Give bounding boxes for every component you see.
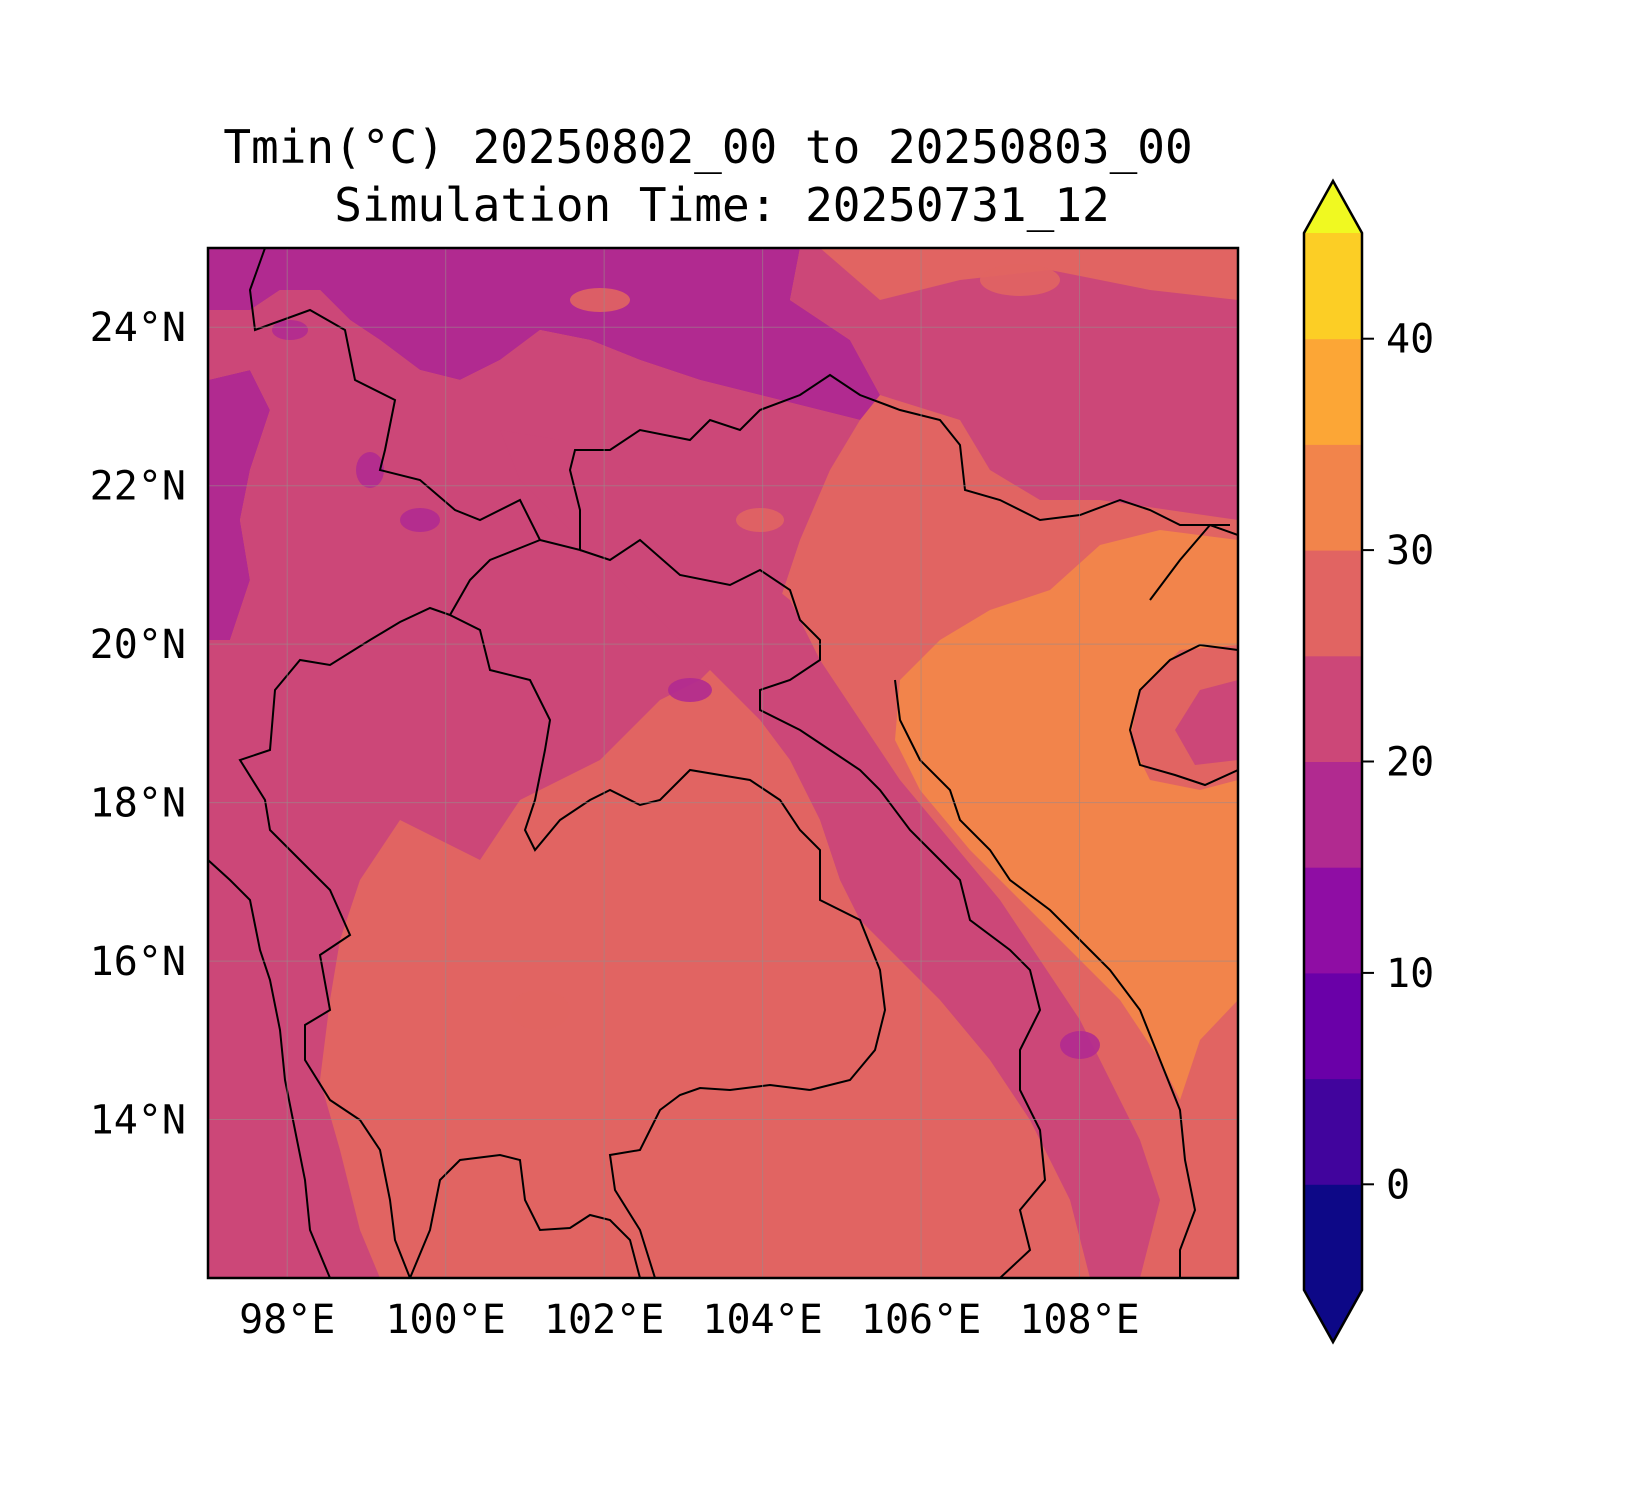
- region-fill-gulf-of-tonkin: [895, 530, 1238, 1100]
- lat-tick-label: 16°N: [90, 939, 186, 985]
- lon-tick-label: 108°E: [1019, 1297, 1139, 1343]
- lat-tick-label: 22°N: [90, 464, 186, 510]
- lon-tick-label: 104°E: [702, 1297, 822, 1343]
- colorbar-bin: [1304, 444, 1362, 551]
- colorbar-bin: [1304, 338, 1362, 445]
- lon-tick-label: 102°E: [544, 1297, 664, 1343]
- colorbar-bin: [1304, 867, 1362, 974]
- region-fill-hainan-core: [1175, 680, 1238, 765]
- colorbar: 0 10 20 30 40: [1302, 178, 1434, 1345]
- lon-tick-label: 100°E: [385, 1297, 505, 1343]
- colorbar-tick-label: 40: [1386, 317, 1434, 363]
- colorbar-bin: [1304, 1184, 1362, 1291]
- lat-tick-label: 24°N: [90, 305, 186, 351]
- colorbar-tick-label: 20: [1386, 740, 1434, 786]
- lat-tick-label: 18°N: [90, 781, 186, 827]
- title-line-1: Tmin(°C) 20250802_00 to 20250803_00: [223, 120, 1192, 174]
- lat-tick-label: 20°N: [90, 622, 186, 668]
- colorbar-bin: [1304, 550, 1362, 657]
- region-fill-laos-highlands: [500, 430, 1160, 1278]
- gridlines: [208, 248, 1238, 1278]
- region-fill-northern-mountains: [208, 248, 1238, 1278]
- colorbar-extend-low: [1304, 1290, 1362, 1342]
- field-texture-patches: [220, 320, 1100, 1059]
- colorbar-bin: [1304, 233, 1362, 340]
- colorbar-bin: [1304, 972, 1362, 1080]
- map-frame: [206, 246, 1240, 1280]
- region-fill-china-highlands: [208, 248, 880, 420]
- lon-tick-label: 98°E: [239, 1297, 335, 1343]
- colorbar-tick-label: 30: [1386, 528, 1434, 574]
- country-borders: [208, 248, 1238, 1278]
- latitude-tick-labels: 24°N 22°N 20°N 18°N 16°N 14°N: [90, 305, 186, 1143]
- colorbar-tick-label: 0: [1386, 1162, 1410, 1208]
- colorbar-bin: [1304, 655, 1362, 762]
- colorbar-bin: [1304, 1078, 1362, 1185]
- colorbar-bin: [1304, 761, 1362, 868]
- lon-tick-label: 106°E: [861, 1297, 981, 1343]
- colorbar-tick-label: 10: [1386, 951, 1434, 997]
- longitude-tick-labels: 98°E 100°E 102°E 104°E 106°E 108°E: [239, 1297, 1140, 1343]
- field-texture-warm-patches: [510, 264, 1060, 1030]
- colorbar-extend-high: [1304, 181, 1362, 233]
- map-panel: [208, 248, 1238, 1278]
- title-line-2: Simulation Time: 20250731_12: [334, 178, 1109, 232]
- lat-tick-label: 14°N: [90, 1098, 186, 1144]
- colorbar-outline: [1302, 178, 1364, 1345]
